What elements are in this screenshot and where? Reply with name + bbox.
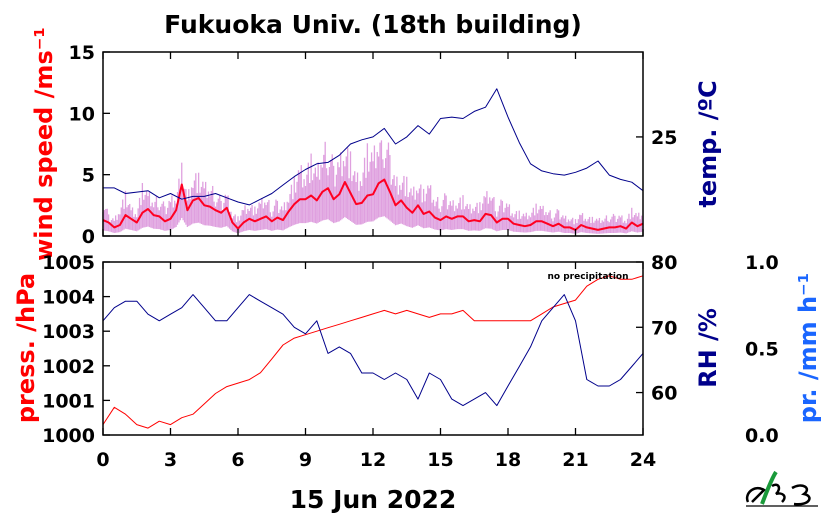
y-left-tick-label: 1003 <box>42 321 95 343</box>
y-left-tick-label: 1000 <box>42 425 95 447</box>
x-tick-label: 21 <box>562 449 588 471</box>
precip-tick-label: 0.0 <box>745 425 779 447</box>
x-tick-label: 12 <box>360 449 386 471</box>
top-series-layer <box>102 88 644 234</box>
x-tick-label: 24 <box>630 449 656 471</box>
pressure-axis-label: press. /hPa <box>12 273 40 423</box>
y-left-tick-label: 1002 <box>42 356 95 378</box>
wind-speed-axis-label: wind speed /ms⁻¹ <box>30 27 58 261</box>
y-left-tick-label: 10 <box>69 103 95 125</box>
top-tick-layer: 0 5 10 15 25 <box>69 42 678 248</box>
fukuoka-univ-logo <box>745 470 818 507</box>
y-left-tick-label: 1001 <box>42 390 95 412</box>
precip-tick-label: 1.0 <box>745 252 779 274</box>
rh-axis-label: RH /% <box>694 308 722 388</box>
x-axis-tick-labels: 0 3 6 9 12 15 18 21 24 <box>96 449 656 471</box>
y-left-tick-label: 1005 <box>42 252 95 274</box>
bottom-tick-layer: 1000 1001 1002 1003 1004 1005 60 70 80 0.0 0.5 1.0 <box>42 252 779 447</box>
y-right-tick-label: 80 <box>651 252 677 274</box>
x-tick-label: 3 <box>164 449 177 471</box>
x-tick-label: 6 <box>231 449 244 471</box>
y-right-tick-label: 25 <box>651 127 677 149</box>
top-panel: 0 5 10 15 25 wind speed /ms⁻¹ temp. /ºC <box>30 27 722 261</box>
temperature-axis-label: temp. /ºC <box>694 80 722 207</box>
wind-speed-mean-line <box>102 178 644 231</box>
date-label: 15 Jun 2022 <box>290 485 457 514</box>
y-left-tick-label: 1004 <box>42 287 95 309</box>
pressure-line <box>102 275 644 429</box>
x-tick-label: 0 <box>96 449 109 471</box>
bottom-plot-frame <box>102 261 644 436</box>
x-tick-label: 9 <box>299 449 312 471</box>
precip-axis-label: pr. /mm h⁻¹ <box>794 273 822 423</box>
y-left-tick-label: 0 <box>82 226 95 248</box>
y-right-tick-label: 60 <box>651 383 677 405</box>
precip-tick-label: 0.5 <box>745 339 779 361</box>
y-right-tick-label: 70 <box>651 317 677 339</box>
bottom-series-layer <box>102 275 644 429</box>
bottom-panel: 1000100110021003100410056070800.00.51.0 … <box>12 252 822 447</box>
temperature-line <box>103 88 644 206</box>
no-precipitation-note: no precipitation <box>547 272 628 282</box>
y-left-tick-label: 15 <box>69 42 95 64</box>
y-left-tick-label: 5 <box>82 165 95 187</box>
chart-title: Fukuoka Univ. (18th building) <box>164 10 582 39</box>
rh-line <box>102 294 644 407</box>
x-tick-label: 15 <box>427 449 453 471</box>
wind-gust-band <box>102 140 643 234</box>
x-tick-label: 18 <box>495 449 521 471</box>
